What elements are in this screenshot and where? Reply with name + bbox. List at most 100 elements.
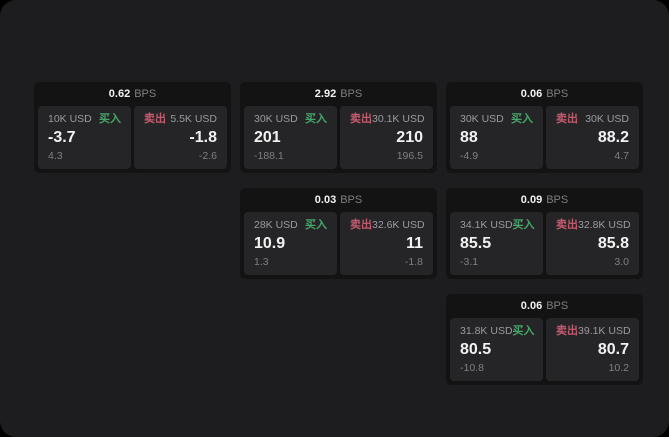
sell-panel-top: 卖出 30K USD bbox=[556, 113, 629, 126]
buy-quote-panel[interactable]: 10K USD 买入 -3.7 4.3 bbox=[38, 106, 131, 169]
bps-unit-label: BPS bbox=[546, 194, 569, 206]
sell-delta: -2.6 bbox=[198, 150, 217, 162]
buy-panel-top: 34.1K USD 买入 bbox=[460, 219, 535, 232]
sell-side-label: 卖出 bbox=[556, 219, 578, 231]
sell-price: 11 bbox=[406, 235, 423, 252]
spread-header: 0.06 BPS bbox=[446, 82, 643, 106]
quote-body: 31.8K USD 买入 80.5 -10.8 卖出 39.1K USD 80.… bbox=[446, 318, 643, 385]
buy-panel-top: 30K USD 买入 bbox=[254, 113, 327, 126]
sell-side-label: 卖出 bbox=[350, 219, 372, 231]
quote-card: 0.06 BPS 30K USD 买入 88 -4.9 卖出 30K USD 8… bbox=[446, 82, 643, 173]
sell-panel-top: 卖出 39.1K USD bbox=[556, 325, 631, 338]
buy-quote-panel[interactable]: 30K USD 买入 88 -4.9 bbox=[450, 106, 543, 169]
quote-body: 30K USD 买入 88 -4.9 卖出 30K USD 88.2 4.7 bbox=[446, 106, 643, 173]
buy-quote-panel[interactable]: 31.8K USD 买入 80.5 -10.8 bbox=[450, 318, 543, 381]
sell-side-label: 卖出 bbox=[144, 113, 166, 125]
buy-size-label: 10K USD bbox=[48, 113, 92, 125]
buy-quote-panel[interactable]: 28K USD 买入 10.9 1.3 bbox=[244, 212, 337, 275]
sell-side-label: 卖出 bbox=[350, 113, 372, 125]
spread-value: 0.09 bbox=[520, 194, 543, 206]
buy-side-label: 买入 bbox=[511, 113, 533, 125]
buy-panel-top: 31.8K USD 买入 bbox=[460, 325, 535, 338]
buy-size-label: 28K USD bbox=[254, 219, 298, 231]
bps-unit-label: BPS bbox=[546, 300, 569, 312]
spread-value: 0.06 bbox=[520, 88, 543, 100]
spread-value: 2.92 bbox=[314, 88, 337, 100]
sell-quote-panel[interactable]: 卖出 30.1K USD 210 196.5 bbox=[340, 106, 433, 169]
buy-delta: 1.3 bbox=[254, 256, 269, 268]
sell-delta: -1.8 bbox=[404, 256, 423, 268]
sell-size-label: 30.1K USD bbox=[372, 113, 425, 125]
sell-delta: 196.5 bbox=[396, 150, 423, 162]
sell-size-label: 30K USD bbox=[585, 113, 629, 125]
sell-price: 210 bbox=[396, 129, 423, 146]
buy-delta: 4.3 bbox=[48, 150, 63, 162]
sell-quote-panel[interactable]: 卖出 32.8K USD 85.8 3.0 bbox=[546, 212, 639, 275]
buy-size-label: 30K USD bbox=[460, 113, 504, 125]
spread-header: 0.06 BPS bbox=[446, 294, 643, 318]
sell-quote-panel[interactable]: 卖出 32.6K USD 11 -1.8 bbox=[340, 212, 433, 275]
buy-panel-top: 30K USD 买入 bbox=[460, 113, 533, 126]
buy-delta: -4.9 bbox=[460, 150, 479, 162]
spread-value: 0.03 bbox=[314, 194, 337, 206]
quote-card: 2.92 BPS 30K USD 买入 201 -188.1 卖出 30.1K … bbox=[240, 82, 437, 173]
quote-card: 0.03 BPS 28K USD 买入 10.9 1.3 卖出 32.6K US… bbox=[240, 188, 437, 279]
buy-size-label: 31.8K USD bbox=[460, 325, 513, 337]
sell-price: 80.7 bbox=[597, 341, 629, 358]
sell-quote-panel[interactable]: 卖出 30K USD 88.2 4.7 bbox=[546, 106, 639, 169]
quote-body: 34.1K USD 买入 85.5 -3.1 卖出 32.8K USD 85.8… bbox=[446, 212, 643, 279]
buy-price: 88 bbox=[460, 129, 478, 146]
buy-side-label: 买入 bbox=[512, 219, 535, 231]
sell-size-label: 32.8K USD bbox=[578, 219, 631, 231]
buy-panel-top: 28K USD 买入 bbox=[254, 219, 327, 232]
buy-side-label: 买入 bbox=[512, 325, 535, 337]
sell-side-label: 卖出 bbox=[556, 113, 578, 125]
buy-quote-panel[interactable]: 34.1K USD 买入 85.5 -3.1 bbox=[450, 212, 543, 275]
spread-header: 0.03 BPS bbox=[240, 188, 437, 212]
quote-body: 10K USD 买入 -3.7 4.3 卖出 5.5K USD -1.8 -2.… bbox=[34, 106, 231, 173]
sell-price: 88.2 bbox=[597, 129, 629, 146]
bps-unit-label: BPS bbox=[340, 88, 363, 100]
quote-card: 0.62 BPS 10K USD 买入 -3.7 4.3 卖出 5.5K USD… bbox=[34, 82, 231, 173]
quote-card: 0.06 BPS 31.8K USD 买入 80.5 -10.8 卖出 39.1… bbox=[446, 294, 643, 385]
buy-panel-top: 10K USD 买入 bbox=[48, 113, 121, 126]
quote-card: 0.09 BPS 34.1K USD 买入 85.5 -3.1 卖出 32.8K… bbox=[446, 188, 643, 279]
sell-panel-top: 卖出 5.5K USD bbox=[144, 113, 217, 126]
buy-quote-panel[interactable]: 30K USD 买入 201 -188.1 bbox=[244, 106, 337, 169]
sell-quote-panel[interactable]: 卖出 39.1K USD 80.7 10.2 bbox=[546, 318, 639, 381]
buy-price: 10.9 bbox=[254, 235, 286, 252]
spread-header: 0.09 BPS bbox=[446, 188, 643, 212]
buy-side-label: 买入 bbox=[305, 113, 327, 125]
quote-body: 30K USD 买入 201 -188.1 卖出 30.1K USD 210 1… bbox=[240, 106, 437, 173]
bps-unit-label: BPS bbox=[546, 88, 569, 100]
quote-body: 28K USD 买入 10.9 1.3 卖出 32.6K USD 11 -1.8 bbox=[240, 212, 437, 279]
buy-size-label: 34.1K USD bbox=[460, 219, 513, 231]
sell-panel-top: 卖出 32.8K USD bbox=[556, 219, 631, 232]
sell-delta: 4.7 bbox=[614, 150, 629, 162]
sell-panel-top: 卖出 32.6K USD bbox=[350, 219, 425, 232]
buy-price: 201 bbox=[254, 129, 281, 146]
buy-price: 85.5 bbox=[460, 235, 492, 252]
spread-value: 0.62 bbox=[108, 88, 131, 100]
bps-unit-label: BPS bbox=[340, 194, 363, 206]
sell-size-label: 39.1K USD bbox=[578, 325, 631, 337]
sell-side-label: 卖出 bbox=[556, 325, 578, 337]
sell-size-label: 32.6K USD bbox=[372, 219, 425, 231]
sell-quote-panel[interactable]: 卖出 5.5K USD -1.8 -2.6 bbox=[134, 106, 227, 169]
sell-delta: 3.0 bbox=[614, 256, 629, 268]
sell-delta: 10.2 bbox=[608, 362, 629, 374]
buy-price: -3.7 bbox=[48, 129, 76, 146]
sell-size-label: 5.5K USD bbox=[170, 113, 217, 125]
buy-delta: -188.1 bbox=[254, 150, 284, 162]
sell-panel-top: 卖出 30.1K USD bbox=[350, 113, 425, 126]
buy-delta: -10.8 bbox=[460, 362, 484, 374]
buy-delta: -3.1 bbox=[460, 256, 479, 268]
spread-header: 0.62 BPS bbox=[34, 82, 231, 106]
sell-price: -1.8 bbox=[189, 129, 217, 146]
sell-price: 85.8 bbox=[597, 235, 629, 252]
bps-unit-label: BPS bbox=[134, 88, 157, 100]
spread-value: 0.06 bbox=[520, 300, 543, 312]
buy-price: 80.5 bbox=[460, 341, 492, 358]
